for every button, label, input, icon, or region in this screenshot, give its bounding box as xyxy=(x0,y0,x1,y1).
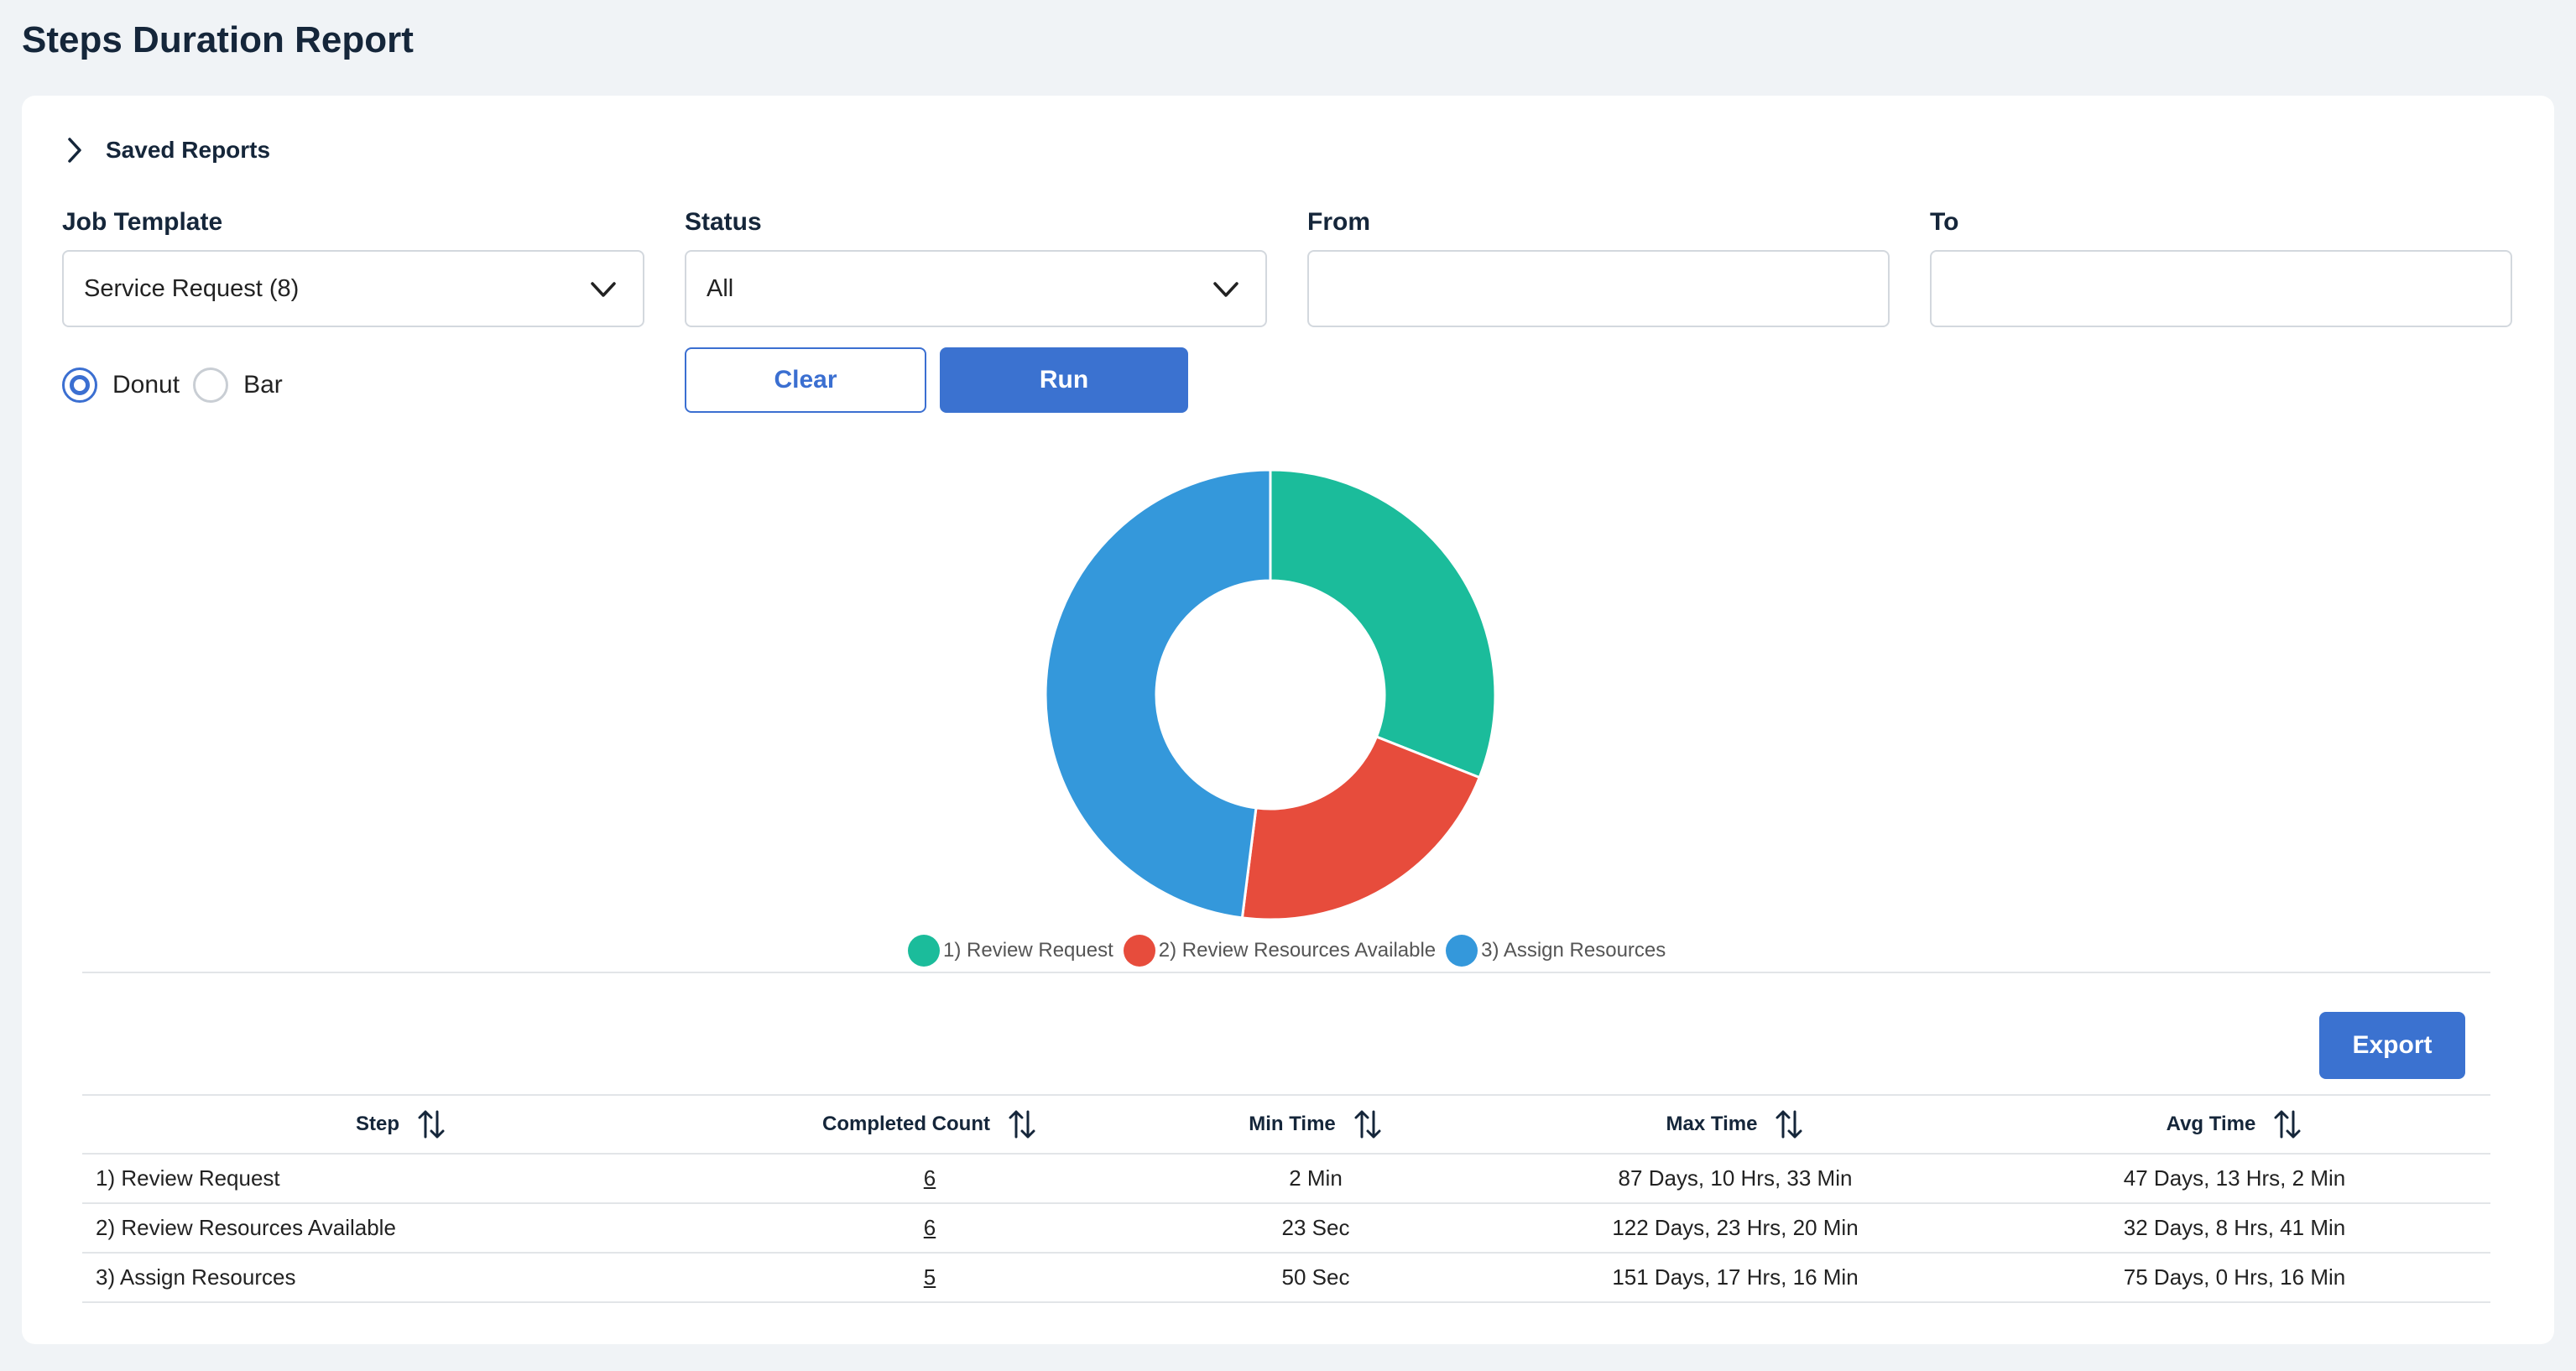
sort-icon xyxy=(1776,1110,1802,1139)
status-select[interactable]: All xyxy=(685,250,1267,327)
legend-swatch xyxy=(1446,935,1478,967)
cell-completed-count: 5 xyxy=(720,1253,1139,1302)
sort-icon xyxy=(418,1110,445,1139)
chevron-down-icon xyxy=(1213,282,1238,297)
cell-max-time: 122 Days, 23 Hrs, 20 Min xyxy=(1612,1215,1859,1240)
legend-label: 1) Review Request xyxy=(943,939,1113,962)
cell-avg-time: 47 Days, 13 Hrs, 2 Min xyxy=(2123,1165,2346,1191)
table-row: 2) Review Resources Available 6 23 Sec 1… xyxy=(82,1203,2490,1253)
completed-count-link[interactable]: 6 xyxy=(923,1215,936,1240)
donut-chart xyxy=(1044,468,1497,921)
cell-min-time: 23 Sec xyxy=(1281,1215,1350,1240)
column-header-label: Avg Time xyxy=(2166,1113,2256,1135)
saved-reports-toggle[interactable]: Saved Reports xyxy=(62,136,270,164)
run-button[interactable]: Run xyxy=(940,347,1188,413)
status-label: Status xyxy=(685,208,762,236)
legend-item[interactable]: 1) Review Request xyxy=(908,935,1113,967)
job-template-value: Service Request (8) xyxy=(84,275,300,302)
cell-step: 3) Assign Resources xyxy=(96,1264,296,1290)
to-label: To xyxy=(1930,208,1959,236)
bar-radio[interactable] xyxy=(193,368,229,403)
job-template-label: Job Template xyxy=(62,208,223,236)
column-header-step[interactable]: Step xyxy=(82,1095,720,1154)
column-header-max-time[interactable]: Max Time xyxy=(1492,1095,1979,1154)
bar-radio-label[interactable]: Bar xyxy=(243,371,283,399)
from-date-input[interactable] xyxy=(1307,250,1890,327)
column-header-label: Min Time xyxy=(1249,1113,1336,1135)
saved-reports-label: Saved Reports xyxy=(106,137,271,163)
cell-avg-time: 75 Days, 0 Hrs, 16 Min xyxy=(2123,1264,2346,1290)
job-template-select[interactable]: Service Request (8) xyxy=(62,250,644,327)
donut-radio-label[interactable]: Donut xyxy=(112,371,180,399)
legend-swatch xyxy=(908,935,940,967)
steps-table: Step Completed Count Min Time Max Time A… xyxy=(82,1094,2490,1303)
cell-min-time: 50 Sec xyxy=(1281,1264,1350,1290)
from-label: From xyxy=(1307,208,1370,236)
legend-item[interactable]: 2) Review Resources Available xyxy=(1123,935,1437,967)
completed-count-link[interactable]: 5 xyxy=(923,1264,936,1290)
chevron-right-icon xyxy=(68,138,81,163)
legend-label: 2) Review Resources Available xyxy=(1158,939,1437,962)
cell-completed-count: 6 xyxy=(720,1154,1139,1203)
chevron-down-icon xyxy=(591,282,616,297)
column-header-label: Completed Count xyxy=(822,1113,990,1135)
clear-button[interactable]: Clear xyxy=(685,347,926,413)
export-button[interactable]: Export xyxy=(2319,1012,2465,1079)
cell-avg-time: 32 Days, 8 Hrs, 41 Min xyxy=(2123,1215,2346,1240)
divider xyxy=(82,972,2490,973)
donut-slice[interactable] xyxy=(1044,468,1272,920)
chart-type-radio-group: Donut Bar xyxy=(62,368,296,403)
cell-max-time: 87 Days, 10 Hrs, 33 Min xyxy=(1618,1165,1853,1191)
column-header-avg-time[interactable]: Avg Time xyxy=(1979,1095,2490,1154)
to-date-input[interactable] xyxy=(1930,250,2512,327)
completed-count-link[interactable]: 6 xyxy=(923,1165,936,1191)
sort-icon xyxy=(1009,1110,1035,1139)
column-header-label: Max Time xyxy=(1666,1113,1758,1135)
legend-label: 3) Assign Resources xyxy=(1481,939,1666,962)
cell-step: 2) Review Resources Available xyxy=(96,1215,396,1240)
donut-slice[interactable] xyxy=(1269,468,1497,779)
status-value: All xyxy=(707,275,734,302)
table-header-row: Step Completed Count Min Time Max Time A… xyxy=(82,1095,2490,1154)
table-row: 3) Assign Resources 5 50 Sec 151 Days, 1… xyxy=(82,1253,2490,1302)
column-header-completed-count[interactable]: Completed Count xyxy=(720,1095,1139,1154)
sort-icon xyxy=(1354,1110,1381,1139)
sort-icon xyxy=(2274,1110,2301,1139)
chart-legend: 1) Review Request 2) Review Resources Ava… xyxy=(908,935,1676,967)
table-row: 1) Review Request 6 2 Min 87 Days, 10 Hr… xyxy=(82,1154,2490,1203)
column-header-label: Step xyxy=(355,1113,399,1135)
column-header-min-time[interactable]: Min Time xyxy=(1139,1095,1492,1154)
cell-completed-count: 6 xyxy=(720,1203,1139,1253)
cell-min-time: 2 Min xyxy=(1289,1165,1343,1191)
cell-step: 1) Review Request xyxy=(96,1165,280,1191)
page-title: Steps Duration Report xyxy=(22,19,414,60)
cell-max-time: 151 Days, 17 Hrs, 16 Min xyxy=(1612,1264,1859,1290)
report-card: Saved Reports Job Template Service Reque… xyxy=(22,96,2554,1344)
donut-slice[interactable] xyxy=(1240,735,1482,921)
donut-radio[interactable] xyxy=(62,368,97,403)
legend-item[interactable]: 3) Assign Resources xyxy=(1446,935,1666,967)
legend-swatch xyxy=(1123,935,1155,967)
